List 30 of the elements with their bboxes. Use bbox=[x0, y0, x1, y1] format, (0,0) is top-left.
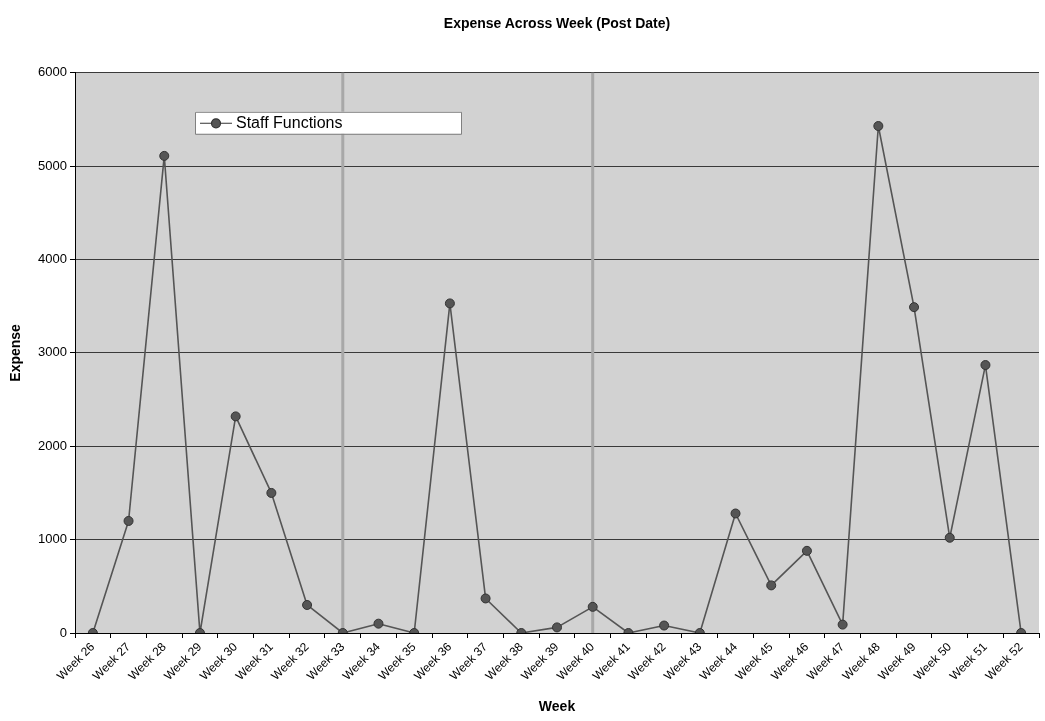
y-tick-label: 2000 bbox=[38, 437, 67, 453]
chart-title: Expense Across Week (Post Date) bbox=[443, 15, 671, 32]
point bbox=[873, 121, 884, 132]
y-tick-label: 5000 bbox=[38, 157, 67, 173]
y-tick-label: 3000 bbox=[38, 344, 67, 360]
point bbox=[159, 150, 170, 161]
point bbox=[123, 515, 134, 526]
y-tick-label: 6000 bbox=[38, 64, 67, 80]
y-tick-label: 4000 bbox=[38, 251, 67, 267]
point bbox=[587, 601, 598, 612]
point bbox=[730, 508, 741, 519]
point bbox=[480, 593, 491, 604]
point bbox=[801, 545, 812, 556]
point bbox=[909, 302, 920, 313]
point bbox=[980, 360, 991, 371]
point bbox=[302, 599, 313, 610]
point bbox=[444, 298, 455, 309]
point bbox=[659, 620, 670, 631]
point bbox=[552, 622, 562, 633]
x-axis-title: Week bbox=[538, 698, 576, 715]
legend-label: Staff Functions bbox=[236, 113, 343, 131]
point bbox=[837, 619, 848, 630]
point bbox=[766, 580, 777, 591]
y-tick-label: 0 bbox=[59, 624, 67, 640]
y-axis-title: Expense bbox=[7, 323, 24, 382]
point bbox=[266, 487, 277, 498]
point bbox=[230, 411, 241, 422]
y-tick-label: 1000 bbox=[38, 531, 67, 547]
point bbox=[373, 618, 384, 629]
point bbox=[944, 532, 955, 543]
